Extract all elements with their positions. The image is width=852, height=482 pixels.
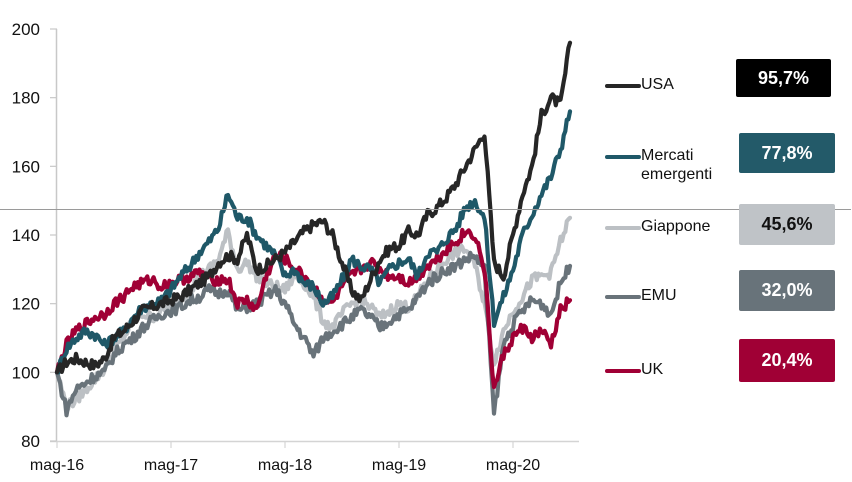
- y-tick-label: 80: [21, 432, 40, 451]
- legend-item-mercati-emergenti: Mercati emergenti: [605, 146, 731, 184]
- series-line-usa: [54, 40, 573, 375]
- change-badge-usa: 95,7%: [736, 59, 831, 97]
- legend-label-giappone: Giappone: [641, 218, 711, 235]
- x-tick-label: mag-16: [30, 457, 84, 474]
- legend-item-emu: EMU: [605, 286, 677, 305]
- y-tick-label: 200: [12, 20, 40, 39]
- legend-swatch-uk: [605, 369, 641, 373]
- x-tick-label: mag-19: [372, 457, 426, 474]
- legend-swatch-emu: [605, 295, 641, 299]
- legend-label-usa: USA: [641, 76, 674, 93]
- y-ticks: 80 100 120 140 160 180 200: [12, 20, 57, 451]
- series-lines: [54, 40, 573, 418]
- y-tick-label: 140: [12, 226, 40, 245]
- x-ticks: mag-16 mag-17 mag-18 mag-19 mag-20: [30, 441, 540, 474]
- legend-swatch-giappone: [605, 226, 641, 230]
- y-tick-label: 160: [12, 157, 40, 176]
- legend-swatch-usa: [605, 84, 641, 88]
- legend-item-uk: UK: [605, 360, 663, 379]
- change-badge-emu: 32,0%: [739, 270, 835, 311]
- y-tick-label: 100: [12, 363, 40, 382]
- change-badge-giappone: 45,6%: [739, 204, 835, 245]
- y-tick-label: 180: [12, 89, 40, 108]
- legend-label-emu: EMU: [641, 287, 677, 304]
- x-tick-label: mag-17: [144, 457, 198, 474]
- legend-item-giappone: Giappone: [605, 217, 710, 236]
- x-tick-label: mag-20: [486, 457, 540, 474]
- legend-label-uk: UK: [641, 361, 664, 378]
- change-badge-uk: 20,4%: [739, 339, 835, 382]
- legend-swatch-mercati-emergenti: [605, 155, 641, 159]
- series-line-emu: [54, 250, 573, 418]
- legend-item-usa: USA: [605, 75, 674, 94]
- x-tick-label: mag-18: [258, 457, 312, 474]
- change-badge-mercati-emergenti: 77,8%: [739, 133, 835, 173]
- reference-line: [0, 209, 851, 210]
- y-tick-label: 120: [12, 295, 40, 314]
- legend-label-mercati-emergenti: Mercati emergenti: [641, 147, 713, 183]
